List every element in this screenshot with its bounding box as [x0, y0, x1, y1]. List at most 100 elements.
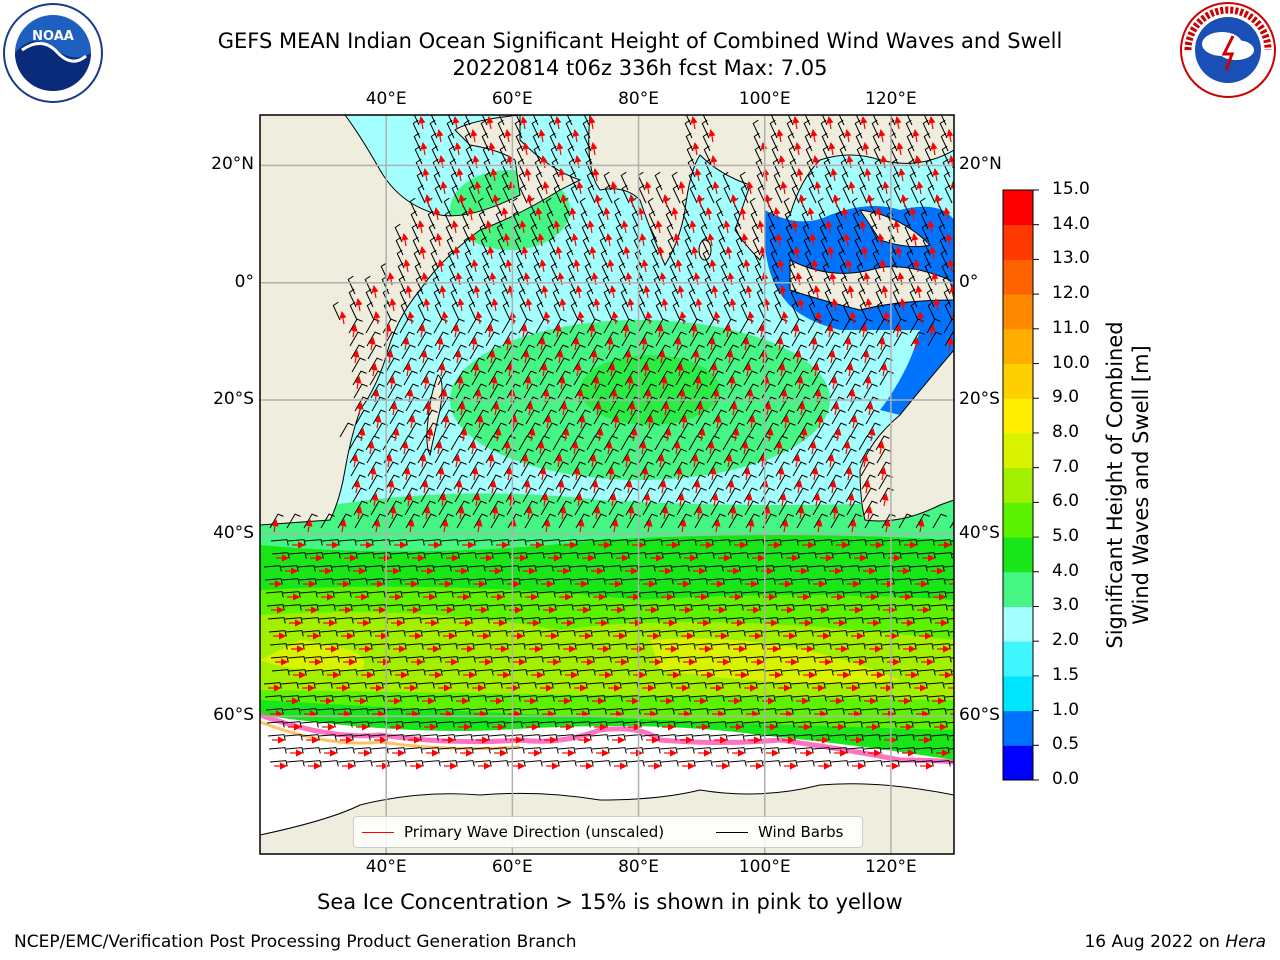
wind-barb	[751, 223, 760, 243]
wind-barb	[432, 275, 441, 295]
wind-barb	[690, 461, 705, 477]
wind-barb	[706, 695, 725, 702]
wind-barb	[892, 171, 901, 191]
wind-barb	[711, 396, 726, 412]
wind-barb	[724, 708, 743, 715]
wind-barb	[662, 552, 681, 559]
wind-barb	[920, 210, 929, 230]
wind-barb	[618, 262, 627, 282]
wind-barb	[688, 288, 697, 308]
wind-barb	[467, 288, 476, 308]
wind-barb	[857, 275, 866, 295]
wind-barb	[791, 184, 800, 204]
wind-barb	[502, 184, 511, 204]
wind-barb	[907, 262, 916, 282]
wind-barb	[573, 370, 588, 386]
wind-barb	[526, 552, 545, 559]
wind-barb	[720, 262, 729, 282]
wind-barb	[402, 721, 421, 728]
wind-barb	[788, 145, 797, 165]
wind-barb	[939, 119, 948, 139]
wind-barb	[582, 119, 591, 139]
wind-barb	[353, 383, 368, 399]
wind-barb	[417, 578, 436, 585]
wind-barb	[339, 669, 358, 676]
wind-barb	[706, 184, 715, 204]
wind-barb	[660, 513, 675, 529]
wind-barb	[856, 145, 865, 165]
wind-barb	[740, 448, 755, 464]
wind-barb	[795, 383, 810, 399]
wind-barb	[934, 552, 953, 559]
wind-barb	[283, 604, 302, 611]
wind-barb	[502, 695, 521, 702]
colorbar-tick-label: 6.0	[1052, 491, 1080, 512]
wind-barb	[451, 184, 460, 204]
wind-barb	[557, 383, 572, 399]
wind-barb	[450, 171, 459, 191]
wind-barb	[384, 461, 399, 477]
wind-barb	[627, 409, 642, 425]
wind-barb	[640, 721, 659, 728]
wind-barb	[924, 145, 933, 165]
wind-barb	[351, 357, 366, 373]
wind-barb	[645, 422, 660, 438]
wind-barb	[650, 236, 659, 256]
wind-barb	[603, 171, 612, 191]
wind-barb	[792, 708, 811, 715]
wind-barb	[525, 656, 544, 663]
wind-barb	[863, 630, 882, 637]
wind-barb	[437, 370, 452, 386]
wind-barb	[400, 448, 415, 464]
wind-barb	[654, 435, 669, 451]
wind-barb	[368, 474, 383, 490]
wind-barb	[859, 331, 874, 347]
wind-barb	[655, 184, 664, 204]
wind-barb	[775, 591, 794, 598]
wind-barb	[396, 249, 405, 269]
wind-barb	[466, 275, 475, 295]
footer-credit: NCEP/EMC/Verification Post Processing Pr…	[14, 932, 577, 952]
wind-barb	[810, 721, 829, 728]
wind-barb	[485, 331, 500, 347]
wind-barb	[839, 262, 848, 282]
wind-barb	[472, 500, 487, 516]
wind-barb	[944, 301, 953, 321]
wind-barb	[565, 119, 574, 139]
wind-barb	[490, 513, 505, 529]
wind-barb	[331, 565, 350, 572]
wind-barb	[481, 249, 490, 269]
wind-barb	[427, 210, 436, 230]
wind-barb	[843, 591, 862, 598]
wind-barb	[807, 171, 816, 191]
wind-barb	[287, 656, 306, 663]
wind-barb	[619, 275, 628, 295]
wind-barb	[570, 301, 579, 321]
wind-barb	[783, 197, 792, 217]
wind-barb	[932, 513, 947, 529]
wind-barb	[583, 132, 592, 152]
wind-barb	[923, 249, 932, 269]
wind-barb	[450, 435, 465, 451]
wind-barb	[538, 474, 553, 490]
wind-barb	[355, 409, 370, 425]
wind-barb	[433, 171, 442, 191]
wind-barb	[503, 591, 522, 598]
wind-barb	[678, 539, 697, 546]
wind-barb	[753, 249, 762, 269]
wind-barb	[702, 115, 709, 126]
wind-barb	[837, 236, 846, 256]
wind-barb	[838, 249, 847, 269]
wind-barb	[469, 344, 484, 360]
wind-barb	[723, 184, 732, 204]
colorbar-segment	[1003, 710, 1033, 746]
wind-barb	[555, 357, 570, 373]
wind-barb	[455, 630, 474, 637]
wind-barb	[906, 249, 915, 269]
wind-barb	[752, 236, 761, 256]
wind-barb	[661, 656, 680, 663]
wind-barb	[620, 288, 629, 308]
wind-barb	[726, 487, 741, 503]
wind-barb	[803, 236, 812, 256]
wind-barb	[519, 578, 538, 585]
